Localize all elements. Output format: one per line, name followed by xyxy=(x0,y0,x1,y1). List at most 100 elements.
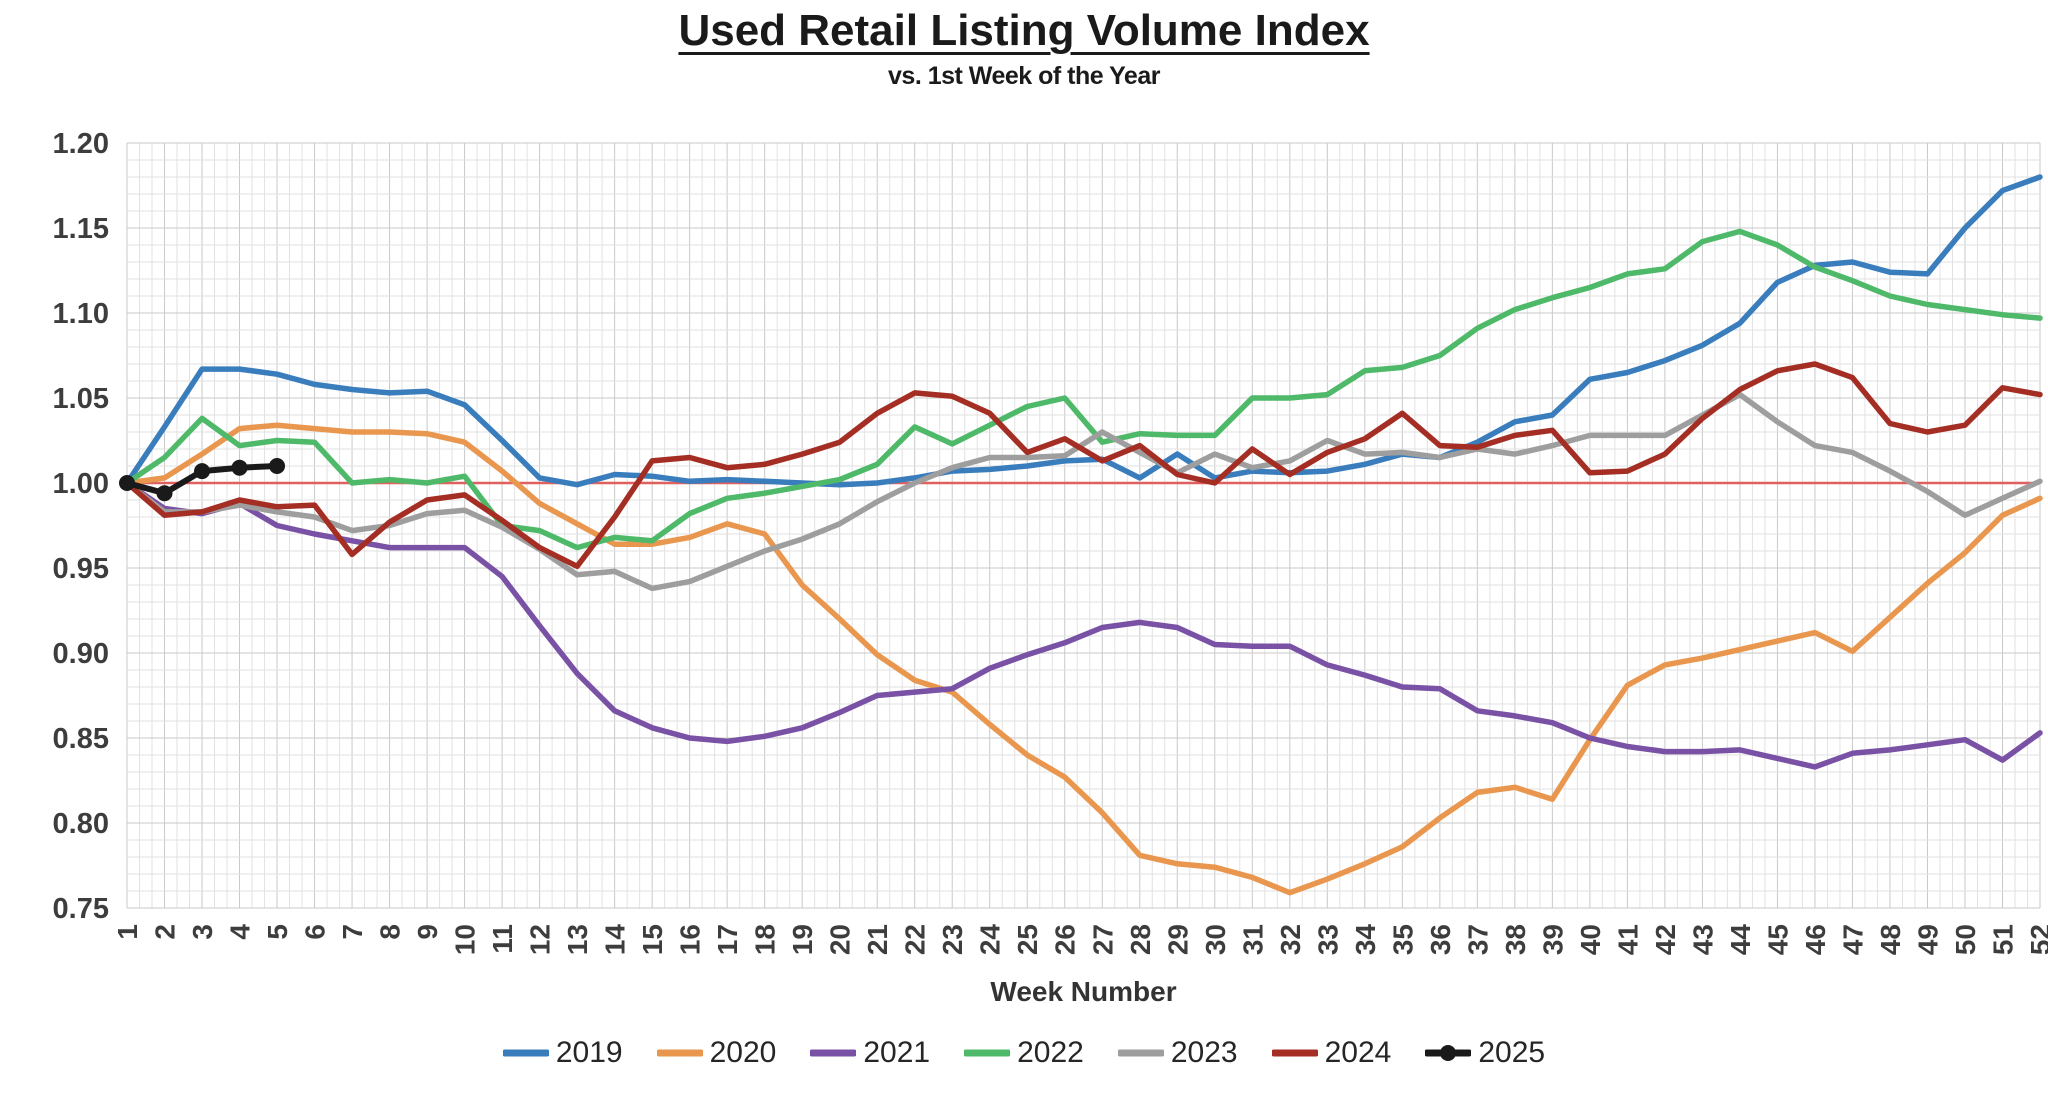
x-tick-label: 35 xyxy=(1387,924,1418,955)
legend-label-2024: 2024 xyxy=(1324,1036,1392,1069)
x-tick-label: 47 xyxy=(1837,924,1868,955)
x-tick-label: 30 xyxy=(1200,924,1231,955)
x-tick-label: 33 xyxy=(1312,924,1343,955)
grid xyxy=(126,142,2041,909)
y-tick-label: 0.75 xyxy=(53,893,109,925)
series-marker-2025 xyxy=(231,459,248,476)
x-tick-label: 41 xyxy=(1612,924,1643,955)
x-tick-label: 2 xyxy=(150,924,181,940)
y-tick-label: 0.95 xyxy=(53,553,109,585)
chart-subtitle: vs. 1st Week of the Year xyxy=(888,62,1160,90)
x-tick-label: 23 xyxy=(937,924,968,955)
x-tick-label: 16 xyxy=(675,924,706,955)
legend-item-2025: 2025 xyxy=(1425,1036,1545,1070)
x-axis-title: Week Number xyxy=(990,976,1177,1007)
x-tick-label: 3 xyxy=(187,924,218,940)
x-tick-label: 14 xyxy=(600,924,631,956)
x-tick-label: 6 xyxy=(300,924,331,940)
legend-swatch-2024 xyxy=(1271,1049,1318,1057)
legend-label-2022: 2022 xyxy=(1017,1036,1084,1069)
x-tick-label: 51 xyxy=(1987,924,2018,955)
legend-item-2023: 2023 xyxy=(1117,1036,1238,1070)
y-tick-label: 1.00 xyxy=(53,468,109,500)
y-tick-label: 0.90 xyxy=(53,638,109,670)
x-tick-label: 21 xyxy=(862,924,893,955)
legend-label-2019: 2019 xyxy=(555,1036,623,1069)
x-tick-label: 24 xyxy=(975,924,1006,956)
y-tick-label: 1.05 xyxy=(53,383,109,415)
x-tick-label: 52 xyxy=(2025,924,2048,955)
legend-label-2023: 2023 xyxy=(1170,1036,1238,1069)
y-tick-label: 1.15 xyxy=(53,213,109,245)
x-tick-label: 17 xyxy=(712,924,743,955)
series-marker-2025 xyxy=(194,463,211,480)
x-tick-label: 42 xyxy=(1650,924,1681,955)
x-tick-label: 45 xyxy=(1762,924,1793,955)
legend-swatch-2021 xyxy=(810,1049,857,1057)
x-tick-label: 48 xyxy=(1875,924,1906,955)
series-line-2021 xyxy=(124,480,2043,770)
series-2019 xyxy=(124,174,2043,488)
series-line-2020 xyxy=(124,422,2043,896)
x-tick-label: 31 xyxy=(1237,924,1268,955)
legend-label-2020: 2020 xyxy=(709,1036,777,1069)
x-tick-label: 10 xyxy=(450,924,481,955)
x-tick-label: 22 xyxy=(900,924,931,955)
x-tick-label: 44 xyxy=(1725,924,1756,956)
x-tick-label: 25 xyxy=(1012,924,1043,955)
legend-item-2024: 2024 xyxy=(1271,1036,1392,1070)
legend-label-2021: 2021 xyxy=(863,1036,931,1069)
x-tick-label: 4 xyxy=(225,924,256,940)
x-tick-label: 39 xyxy=(1537,924,1568,955)
x-tick-label: 19 xyxy=(787,924,818,955)
legend-item-2020: 2020 xyxy=(656,1036,777,1070)
legend-swatch-2023 xyxy=(1117,1049,1164,1057)
x-tick-label: 1 xyxy=(112,924,143,940)
x-tick-label: 12 xyxy=(525,924,556,955)
series-marker-2025 xyxy=(269,458,286,474)
x-tick-label: 28 xyxy=(1125,924,1156,955)
x-tick-label: 9 xyxy=(412,924,443,940)
x-tick-label: 36 xyxy=(1425,924,1456,955)
chart-title: Used Retail Listing Volume Index xyxy=(678,6,1370,55)
x-tick-label: 40 xyxy=(1575,924,1606,955)
x-tick-label: 37 xyxy=(1462,924,1493,955)
x-tick-label: 27 xyxy=(1087,924,1118,955)
y-tick-label: 1.10 xyxy=(53,298,109,330)
x-tick-label: 43 xyxy=(1687,924,1718,955)
series-2025 xyxy=(119,458,286,502)
legend-swatch-2020 xyxy=(656,1049,703,1057)
y-tick-label: 0.85 xyxy=(53,723,109,755)
series-line-2019 xyxy=(124,174,2043,488)
x-tick-label: 18 xyxy=(750,924,781,955)
series-2024 xyxy=(124,361,2043,570)
legend-swatch-2025 xyxy=(1425,1045,1472,1061)
x-tick-label: 11 xyxy=(487,924,518,954)
legend-item-2021: 2021 xyxy=(810,1036,930,1070)
series-2020 xyxy=(124,422,2043,896)
legend-item-2022: 2022 xyxy=(964,1036,1084,1070)
x-tick-label: 15 xyxy=(637,924,668,955)
x-tick-label: 5 xyxy=(262,924,293,940)
x-tick-label: 26 xyxy=(1050,924,1081,955)
series-2021 xyxy=(124,480,2043,770)
x-tick-label: 46 xyxy=(1800,924,1831,955)
series-line-2022 xyxy=(124,228,2043,551)
x-tick-label: 7 xyxy=(337,924,368,940)
y-tick-label: 1.20 xyxy=(53,128,109,160)
legend-swatch-2022 xyxy=(964,1049,1011,1057)
series-2022 xyxy=(124,228,2043,551)
series-line-2024 xyxy=(124,361,2043,570)
legend-item-2019: 2019 xyxy=(502,1036,623,1070)
legend: 2019 2020 2021 2022 2023 2024 2025 xyxy=(0,1036,2048,1070)
series-marker-2025 xyxy=(119,475,135,491)
series-marker-2025 xyxy=(156,485,173,502)
legend-swatch-2019 xyxy=(502,1049,549,1057)
x-tick-label: 49 xyxy=(1912,924,1943,955)
y-tick-label: 0.80 xyxy=(53,808,109,840)
x-tick-label: 29 xyxy=(1162,924,1193,955)
x-tick-label: 38 xyxy=(1500,924,1531,955)
x-tick-label: 8 xyxy=(375,924,406,940)
